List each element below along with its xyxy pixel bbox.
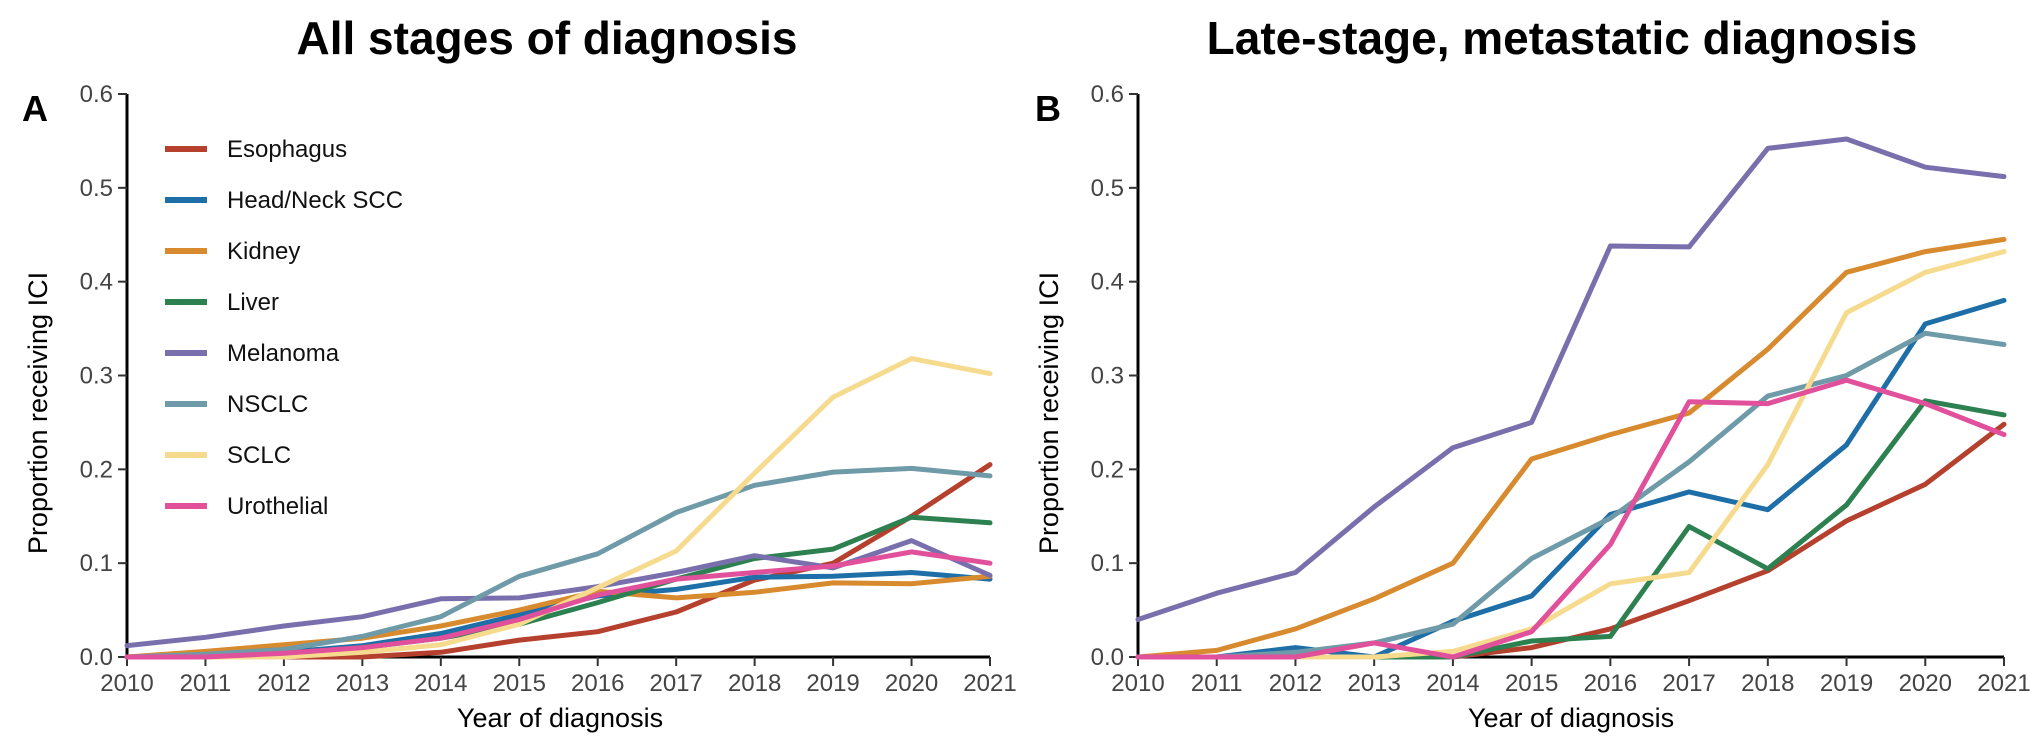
legend-label-head-neck-scc: Head/Neck SCC [227,187,403,214]
legend-label-melanoma: Melanoma [227,340,340,367]
panel-b-y-tick-label: 0.2 [1091,456,1124,483]
panel-a-x-tick-label: 2014 [414,670,467,697]
panel-b-x-tick-label: 2015 [1505,670,1558,697]
panel-b-x-tick-label: 2018 [1741,670,1794,697]
panel-a-x-tick-label: 2016 [571,670,624,697]
legend-label-urothelial: Urothelial [227,493,328,520]
legend-label-sclc: SCLC [227,442,291,469]
panel-b-series-nsclc-line [1135,330,2007,660]
panel-b-series-head-neck-scc-line [1135,297,2007,660]
panel-b-x-tick-label: 2016 [1584,670,1637,697]
panel-b-y-tick-label: 0.5 [1091,175,1124,202]
panel-a-x-tick-label: 2021 [963,670,1016,697]
panel-a-y-tick-label: 0.1 [80,550,113,577]
panel-b-y-tick-label: 0.0 [1091,644,1124,671]
panel-a-series-nsclc-line [124,465,993,660]
legend-label-liver: Liver [227,289,279,316]
panel-a-x-tick-label: 2018 [728,670,781,697]
panel-b-y-tick-label: 0.3 [1091,363,1124,390]
panel-a-x-tick-label: 2017 [649,670,702,697]
panel-a-y-tick-label: 0.0 [80,644,113,671]
panel-a-x-tick-label: 2013 [336,670,389,697]
panel-b-x-tick-label: 2011 [1191,670,1243,697]
panel-a-y-tick-label: 0.6 [80,81,113,108]
panel-a-title: All stages of diagnosis [297,12,798,64]
panel-b-x-tick-label: 2014 [1426,670,1479,697]
legend-label-kidney: Kidney [227,238,300,265]
panel-b-series-kidney-line [1135,236,2007,660]
panel-b-x-tick-label: 2012 [1269,670,1322,697]
panel-a-label: A [22,88,48,129]
panel-b: Late-stage, metastatic diagnosis B Propo… [1034,12,2031,733]
panel-b-x-tick-label: 2017 [1662,670,1715,697]
panel-b-x-axis-title: Year of diagnosis [1468,703,1674,733]
panel-b-y-tick-label: 0.6 [1091,81,1124,108]
panel-b-series-melanoma-line [1135,136,2007,622]
legend-label-nsclc: NSCLC [227,391,308,418]
panel-a-y-tick-label: 0.2 [80,456,113,483]
panel-a-y-tick-label: 0.4 [80,269,113,296]
panel-a-x-axis-title: Year of diagnosis [457,703,663,733]
panel-b-label: B [1035,88,1061,129]
panel-b-series-sclc-line [1135,249,2007,660]
panel-b-plot-area: 0.0 0.1 0.2 0.3 0.4 0.5 0.6 2010 2011 2012 2013 201… [1091,81,2031,697]
panel-b-x-tick-label: 2020 [1899,670,1952,697]
panel-b-x-tick-label: 2010 [1111,670,1164,697]
panel-b-x-tick-label: 2019 [1820,670,1873,697]
panel-a-x-tick-label: 2010 [100,670,153,697]
panel-a-y-tick-label: 0.3 [80,363,113,390]
panel-a-series-kidney-line [124,573,993,660]
panel-b-y-tick-label: 0.1 [1091,550,1124,577]
panel-a-series-melanoma-line [124,538,993,649]
panel-a-legend: Esophagus Head/Neck SCC Kidney Liver Melanom… [165,136,403,520]
panel-b-series-urothelial-line [1135,377,2007,660]
panel-a-x-tick-label: 2012 [257,670,310,697]
panel-b-x-tick-label: 2013 [1347,670,1400,697]
panel-b-series-liver-line [1135,398,2007,660]
panel-a-y-axis-title: Proportion receiving ICI [23,272,53,554]
panel-a-x-tick-label: 2015 [493,670,546,697]
panel-a-series-urothelial-line [124,549,993,660]
panel-b-x-tick-label: 2021 [1977,670,2030,697]
panel-a-x-tick-label: 2019 [806,670,859,697]
panel-b-title: Late-stage, metastatic diagnosis [1207,12,1918,64]
panel-b-y-tick-label: 0.4 [1091,269,1124,296]
panel-a-x-tick-label: 2020 [885,670,938,697]
panel-a-plot-area: 0.0 0.1 0.2 0.3 0.4 0.5 0.6 2010 2011 2012 2013 201… [80,81,1017,697]
legend-label-esophagus: Esophagus [227,136,347,163]
panel-a-y-tick-label: 0.5 [80,175,113,202]
panel-a-x-tick-label: 2011 [180,670,232,697]
panel-a: All stages of diagnosis A Proportion rec… [22,12,1017,733]
panel-b-y-axis-title: Proportion receiving ICI [1034,272,1064,554]
